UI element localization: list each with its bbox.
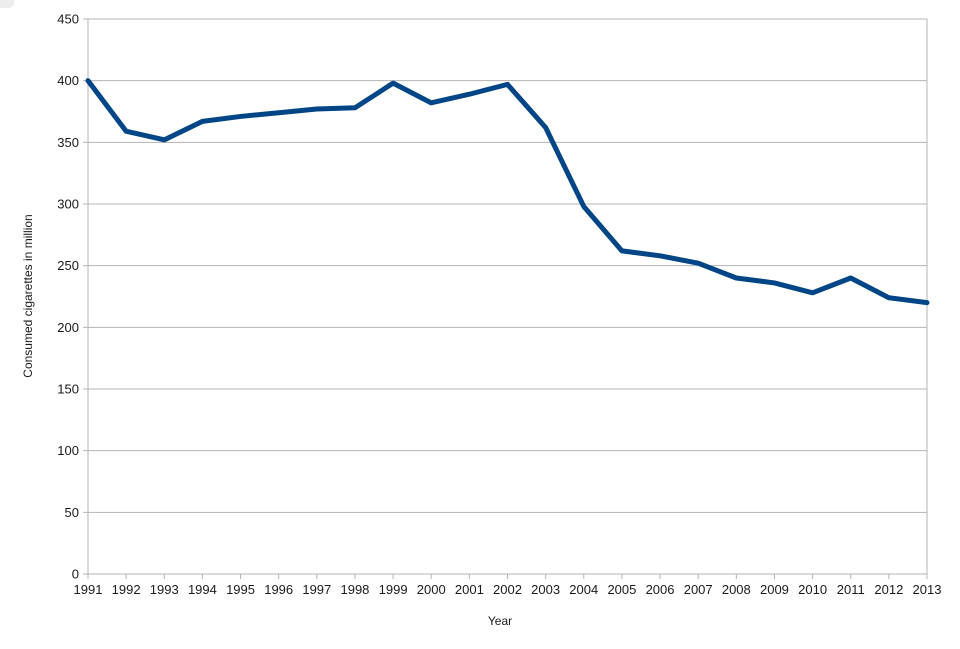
y-tick-label: 450	[57, 12, 79, 27]
x-tick-label: 1997	[302, 582, 331, 597]
y-tick-label: 200	[57, 320, 79, 335]
y-tick-label: 400	[57, 73, 79, 88]
window-corner-artifact	[0, 0, 14, 8]
y-tick-label: 50	[65, 505, 79, 520]
x-tick-label: 2005	[607, 582, 636, 597]
x-tick-label: 1992	[112, 582, 141, 597]
x-tick-label: 2004	[569, 582, 598, 597]
x-tick-label: 2010	[798, 582, 827, 597]
x-tick-label: 1995	[226, 582, 255, 597]
x-tick-label: 2006	[646, 582, 675, 597]
x-tick-label: 2002	[493, 582, 522, 597]
x-tick-label: 2009	[760, 582, 789, 597]
x-tick-label: 2007	[684, 582, 713, 597]
y-tick-label: 100	[57, 443, 79, 458]
x-tick-label: 2011	[837, 582, 865, 597]
y-tick-label: 250	[57, 258, 79, 273]
y-tick-label: 300	[57, 197, 79, 212]
x-tick-label: 2001	[455, 582, 484, 597]
y-tick-label: 0	[72, 567, 79, 582]
x-tick-label: 2013	[913, 582, 942, 597]
y-axis-title: Consumed cigarettes in million	[21, 214, 35, 378]
x-tick-label: 1993	[150, 582, 179, 597]
x-tick-label: 1996	[264, 582, 293, 597]
x-tick-label: 2000	[417, 582, 446, 597]
x-tick-label: 2012	[874, 582, 903, 597]
x-tick-label: 1999	[379, 582, 408, 597]
x-tick-label: 2008	[722, 582, 751, 597]
x-tick-label: 1991	[74, 582, 103, 597]
x-tick-label: 1998	[340, 582, 369, 597]
x-tick-label: 2003	[531, 582, 560, 597]
x-axis-title: Year	[487, 614, 513, 628]
data-series-line	[85, 78, 930, 306]
y-tick-label: 150	[57, 382, 79, 397]
x-tick-label: 1994	[188, 582, 217, 597]
y-tick-label: 350	[57, 135, 79, 150]
